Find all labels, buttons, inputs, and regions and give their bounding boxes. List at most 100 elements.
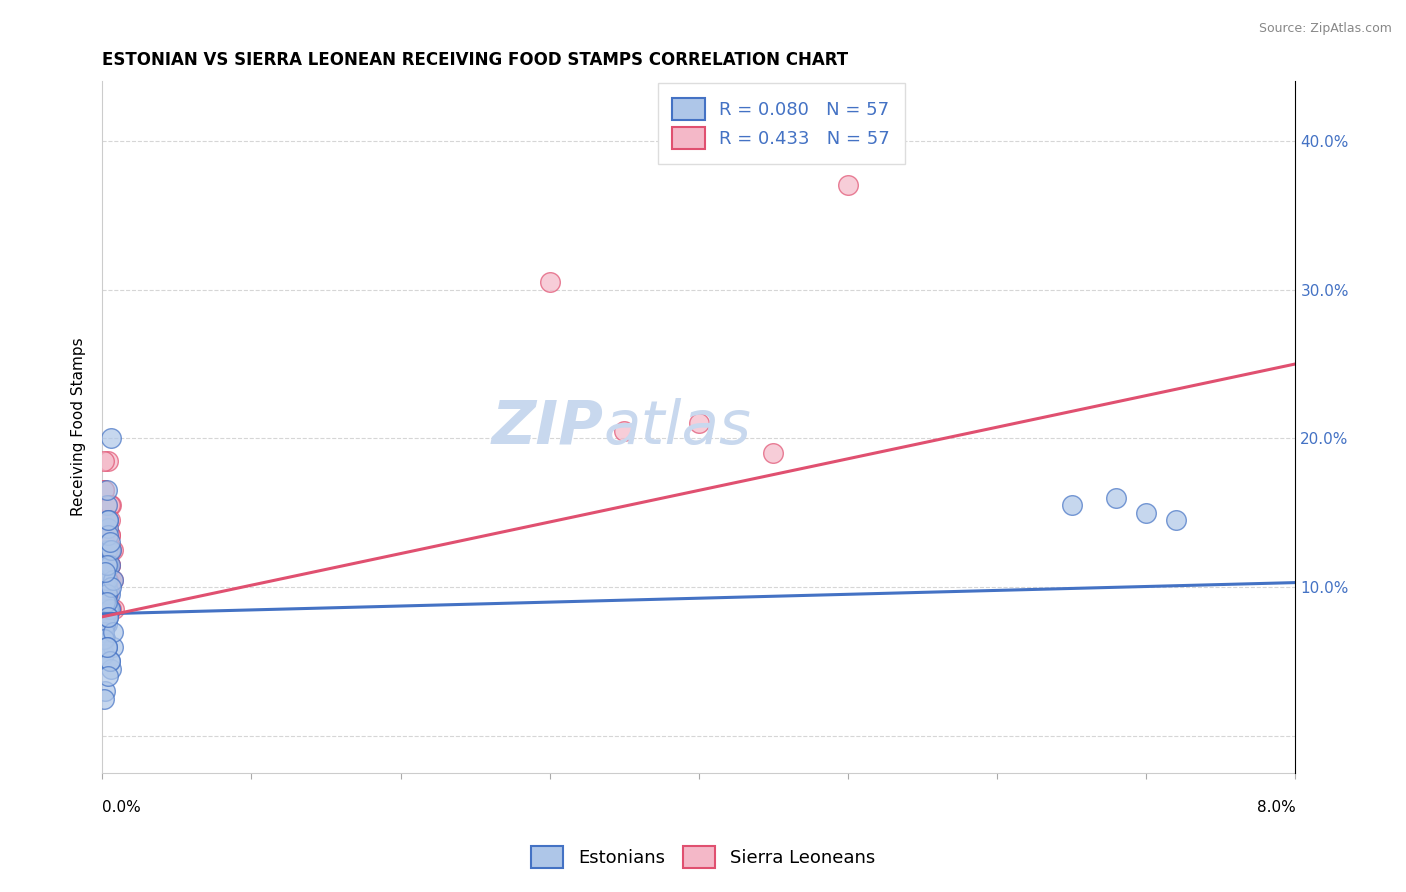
Point: [101, 573, 124, 587]
Point: [100, 662, 122, 676]
Point: [100, 498, 122, 512]
Point: [94, 602, 117, 616]
Point: [97, 587, 120, 601]
Point: [93, 624, 115, 639]
Point: [93, 617, 115, 632]
Y-axis label: Receiving Food Stamps: Receiving Food Stamps: [72, 338, 86, 516]
Point: [96, 602, 118, 616]
Point: [97, 528, 120, 542]
Point: [97, 558, 120, 572]
Point: [97, 513, 120, 527]
Point: [93, 453, 115, 467]
Text: Source: ZipAtlas.com: Source: ZipAtlas.com: [1258, 22, 1392, 36]
Point: [96, 640, 118, 654]
Point: [100, 542, 122, 557]
Point: [94, 565, 117, 579]
Point: [97, 520, 120, 534]
Point: [1135, 506, 1157, 520]
Point: [94, 632, 117, 646]
Point: [97, 528, 120, 542]
Point: [93, 691, 115, 706]
Point: [94, 595, 117, 609]
Point: [97, 542, 120, 557]
Point: [96, 587, 118, 601]
Point: [98, 498, 121, 512]
Point: [98, 587, 121, 601]
Point: [97, 573, 120, 587]
Point: [94, 565, 117, 579]
Point: [97, 542, 120, 557]
Point: [100, 573, 122, 587]
Point: [100, 580, 122, 594]
Point: [538, 275, 561, 289]
Point: [94, 617, 117, 632]
Point: [96, 587, 118, 601]
Point: [96, 483, 118, 498]
Point: [94, 632, 117, 646]
Point: [98, 602, 121, 616]
Point: [97, 528, 120, 542]
Legend: Estonians, Sierra Leoneans: Estonians, Sierra Leoneans: [520, 835, 886, 879]
Point: [96, 573, 118, 587]
Point: [98, 542, 121, 557]
Point: [98, 558, 121, 572]
Point: [93, 647, 115, 661]
Point: [96, 542, 118, 557]
Point: [96, 617, 118, 632]
Point: [96, 573, 118, 587]
Text: ZIP: ZIP: [492, 398, 603, 457]
Point: [97, 558, 120, 572]
Point: [93, 483, 115, 498]
Text: ESTONIAN VS SIERRA LEONEAN RECEIVING FOOD STAMPS CORRELATION CHART: ESTONIAN VS SIERRA LEONEAN RECEIVING FOO…: [103, 51, 848, 69]
Point: [97, 513, 120, 527]
Point: [94, 602, 117, 616]
Point: [96, 580, 118, 594]
Point: [97, 453, 120, 467]
Point: [101, 542, 124, 557]
Point: [94, 513, 117, 527]
Point: [94, 617, 117, 632]
Point: [98, 528, 121, 542]
Point: [103, 602, 125, 616]
Point: [96, 558, 118, 572]
Point: [94, 587, 117, 601]
Point: [97, 602, 120, 616]
Text: 8.0%: 8.0%: [1257, 800, 1295, 814]
Point: [98, 558, 121, 572]
Point: [100, 431, 122, 445]
Point: [93, 483, 115, 498]
Point: [96, 498, 118, 512]
Point: [688, 417, 710, 431]
Point: [98, 558, 121, 572]
Point: [96, 558, 118, 572]
Point: [96, 558, 118, 572]
Point: [837, 178, 859, 193]
Point: [94, 558, 117, 572]
Point: [97, 669, 120, 683]
Point: [96, 498, 118, 512]
Text: 0.0%: 0.0%: [103, 800, 141, 814]
Point: [96, 573, 118, 587]
Point: [94, 558, 117, 572]
Point: [98, 535, 121, 549]
Point: [94, 528, 117, 542]
Point: [93, 513, 115, 527]
Point: [1060, 498, 1083, 512]
Point: [101, 640, 124, 654]
Point: [96, 573, 118, 587]
Point: [94, 542, 117, 557]
Point: [98, 655, 121, 669]
Point: [94, 587, 117, 601]
Point: [97, 587, 120, 601]
Point: [94, 684, 117, 698]
Point: [100, 602, 122, 616]
Point: [97, 609, 120, 624]
Point: [101, 573, 124, 587]
Point: [98, 528, 121, 542]
Point: [93, 528, 115, 542]
Point: [98, 513, 121, 527]
Point: [613, 424, 636, 438]
Point: [96, 513, 118, 527]
Point: [93, 617, 115, 632]
Point: [94, 602, 117, 616]
